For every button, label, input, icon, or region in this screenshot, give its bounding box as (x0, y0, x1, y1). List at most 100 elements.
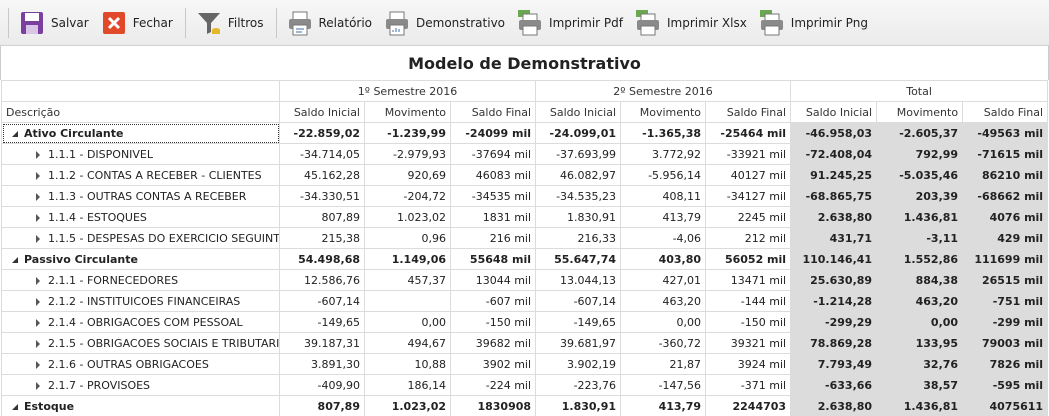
expander[interactable] (36, 192, 40, 201)
value-cell: -299 mil (962, 311, 1049, 333)
value-cell: -147,56 (620, 374, 707, 396)
row-label: 2.1.4 - OBRIGACOES COM PESSOAL (48, 315, 243, 329)
value-cell: 39321 mil (705, 332, 792, 354)
expander[interactable] (36, 381, 40, 390)
value-cell: 216 mil (449, 227, 537, 249)
value-cell: 1.830,91 (535, 206, 622, 228)
account-row[interactable]: 1.1.2 - CONTAS A RECEBER - CLIENTES 45.16… (1, 164, 1049, 186)
value-cell: 25.630,89 (790, 269, 878, 291)
value-cell: 4075611 (962, 395, 1049, 416)
value-cell: 403,80 (620, 248, 707, 270)
account-row[interactable]: 2.1.2 - INSTITUICOES FINANCEIRAS -607,14-… (1, 290, 1049, 312)
toolbar-button[interactable]: Salvar (19, 10, 89, 36)
expander[interactable] (36, 150, 40, 159)
value-cell: -33921 mil (705, 143, 792, 165)
row-label: 1.1.3 - OUTRAS CONTAS A RECEBER (48, 189, 247, 203)
value-cell: 38,57 (876, 374, 964, 396)
account-row[interactable]: 1.1.4 - ESTOQUES 807,89 1.023,02 1831 mil 1.… (1, 206, 1049, 228)
value-cell: 4076 mil (962, 206, 1049, 228)
expander[interactable] (36, 297, 40, 306)
account-row[interactable]: 1.1.5 - DESPESAS DO EXERCICIO SEGUINTE 21… (1, 227, 1049, 249)
value-cell: 463,20 (876, 290, 964, 312)
description-cell: 2.1.2 - INSTITUICOES FINANCEIRAS (1, 290, 280, 312)
value-cell: 2244703 (705, 395, 792, 416)
button-icon (759, 9, 783, 35)
expander[interactable] (36, 360, 40, 369)
value-cell: 1830908 (449, 395, 537, 416)
value-cell: 78.869,28 (790, 332, 878, 354)
button-label: Salvar (51, 15, 89, 30)
description-cell: 2.1.4 - OBRIGACOES COM PESSOAL (1, 311, 280, 333)
expander[interactable] (36, 171, 40, 180)
value-cell: 1.023,02 (364, 206, 451, 228)
toolbar-button[interactable]: Demonstrativo (384, 10, 505, 36)
description-cell: Ativo Circulante (1, 122, 280, 144)
value-cell: -34.535,23 (535, 185, 622, 207)
toolbar-button[interactable]: Imprimir Png (759, 9, 868, 36)
value-cell: -68.865,75 (790, 185, 878, 207)
value-cell: 56052 mil (705, 248, 792, 270)
expander[interactable] (36, 234, 40, 243)
value-cell: 463,20 (620, 290, 707, 312)
expander[interactable] (36, 276, 40, 285)
value-cell: -1.239,99 (364, 122, 451, 144)
value-cell: -607 mil (449, 290, 537, 312)
value-cell: -2.605,37 (876, 122, 964, 144)
description-cell: 1.1.5 - DESPESAS DO EXERCICIO SEGUINTE (1, 227, 280, 249)
value-cell (364, 290, 451, 312)
account-row[interactable]: 2.1.7 - PROVISOES -409,90 186,14 -224 mil -2… (1, 374, 1049, 396)
value-cell: 413,79 (620, 395, 707, 416)
account-row[interactable]: 2.1.5 - OBRIGACOES SOCIAIS E TRIBUTARIAS… (1, 332, 1049, 354)
header-cell (1, 80, 280, 102)
value-cell: -24099 mil (449, 122, 537, 144)
value-cell: -68662 mil (962, 185, 1049, 207)
toolbar-button[interactable]: Relatório (287, 10, 372, 36)
toolbar-button[interactable]: Imprimir Xlsx (635, 9, 747, 36)
account-row[interactable]: 2.1.1 - FORNECEDORES 12.586,76 457,37 13044… (1, 269, 1049, 291)
account-row[interactable]: 2.1.6 - OUTRAS OBRIGACOES 3.891,30 10,88 39… (1, 353, 1049, 375)
expander[interactable] (12, 403, 18, 410)
expander[interactable] (12, 130, 18, 137)
section-row[interactable]: Estoque 807,89 1.023,02 1830908 1.830,91 413,… (1, 395, 1049, 416)
value-cell: 39682 mil (449, 332, 537, 354)
value-cell: -2.979,93 (364, 143, 451, 165)
button-label: Imprimir Xlsx (667, 15, 747, 30)
value-cell: -224 mil (449, 374, 537, 396)
value-cell: 216,33 (535, 227, 622, 249)
value-cell: 1.023,02 (364, 395, 451, 416)
account-row[interactable]: 2.1.4 - OBRIGACOES COM PESSOAL -149,65 0,0… (1, 311, 1049, 333)
button-label: Fechar (132, 15, 173, 30)
expander[interactable] (36, 339, 40, 348)
value-cell: -34127 mil (705, 185, 792, 207)
toolbar-button[interactable]: Fechar (101, 10, 173, 36)
expander[interactable] (12, 256, 18, 263)
value-cell: -409,90 (279, 374, 365, 396)
description-cell: 1.1.4 - ESTOQUES (1, 206, 280, 228)
toolbar-button[interactable]: Filtros (196, 10, 264, 36)
value-cell: -595 mil (962, 374, 1049, 396)
column-header: Saldo Final (449, 101, 537, 123)
value-cell: 1831 mil (449, 206, 537, 228)
account-row[interactable]: 1.1.3 - OUTRAS CONTAS A RECEBER -34.330,5… (1, 185, 1049, 207)
value-cell: 46.082,97 (535, 164, 622, 186)
value-cell: 1.552,86 (876, 248, 964, 270)
toolbar-button[interactable]: Imprimir Pdf (517, 9, 623, 36)
description-cell: Passivo Circulante (1, 248, 280, 270)
expander[interactable] (36, 318, 40, 327)
button-label: Imprimir Png (790, 15, 868, 30)
value-cell: -299,29 (790, 311, 878, 333)
account-row[interactable]: 1.1.1 - DISPONIVEL -34.714,05 -2.979,93 -37… (1, 143, 1049, 165)
value-cell: 792,99 (876, 143, 964, 165)
value-cell: -25464 mil (705, 122, 792, 144)
section-row[interactable]: Ativo Circulante -22.859,02 -1.239,99 -2409… (1, 122, 1049, 144)
value-cell: -37694 mil (449, 143, 537, 165)
value-cell: 884,38 (876, 269, 964, 291)
value-cell: -371 mil (705, 374, 792, 396)
group-header-row: 1º Semestre 2016 2º Semestre 2016 Total (1, 80, 1049, 102)
separator (8, 7, 9, 38)
separator (184, 7, 186, 38)
section-row[interactable]: Passivo Circulante 54.498,68 1.149,06 55648… (1, 248, 1049, 270)
expander[interactable] (36, 213, 40, 222)
value-cell: -37.693,99 (535, 143, 622, 165)
